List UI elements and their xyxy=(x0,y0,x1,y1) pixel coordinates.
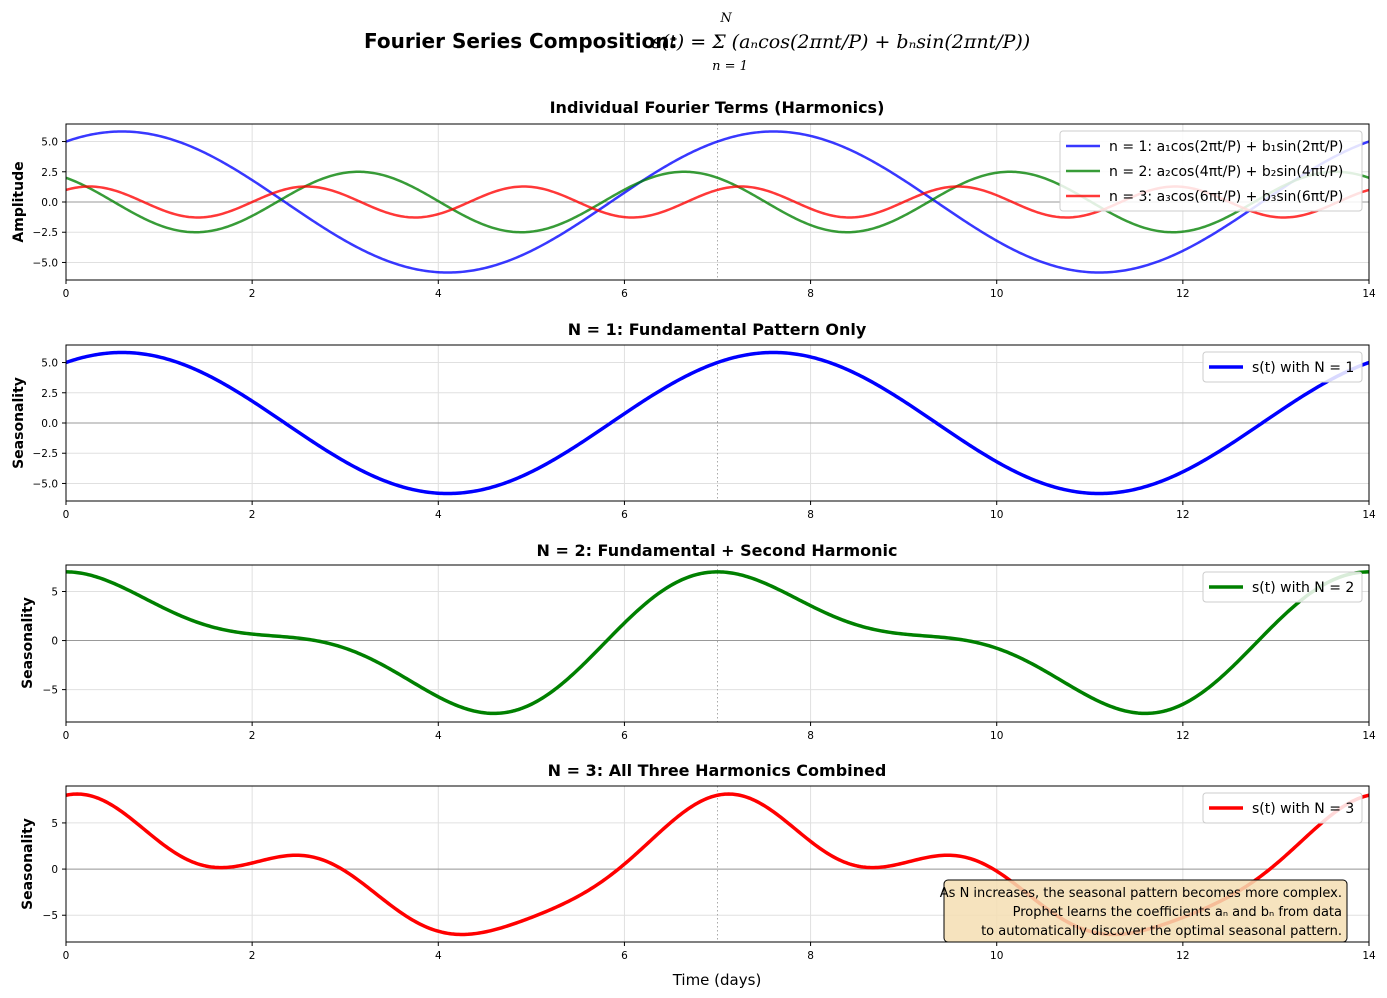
legend-box xyxy=(1059,130,1363,212)
suptitle-sum-lower: n = 1 xyxy=(712,59,748,74)
x-tick-label: 10 xyxy=(990,950,1003,962)
legend-box xyxy=(1202,792,1363,824)
y-axis-label: Seasonality xyxy=(20,597,36,689)
y-tick-label: −2.5 xyxy=(33,227,59,239)
x-tick-label: 8 xyxy=(807,288,814,300)
y-tick-label: 0 xyxy=(51,864,58,876)
series-line-1 xyxy=(66,350,1369,496)
panel-n2: N = 2: Fundamental + Second Harmonic Sea… xyxy=(20,541,1376,742)
y-tick-label: −5 xyxy=(43,685,58,697)
panel-title: Individual Fourier Terms (Harmonics) xyxy=(550,98,885,117)
x-tick-label: 8 xyxy=(807,509,814,521)
plot-area: 0 2 4 6 8 10 12 14 5.0 2.5 0.0 −2.5 −5.0 n = 1: a₁cos… xyxy=(33,123,1376,300)
panel-title: N = 1: Fundamental Pattern Only xyxy=(568,320,867,339)
y-tick-label: 0.0 xyxy=(41,418,58,430)
y-axis-label: Seasonality xyxy=(11,377,27,469)
x-tick-label: 6 xyxy=(621,288,628,300)
legend: n = 1: a₁cos(2πt/P) + b₁sin(2πt/P) n = 2:… xyxy=(1059,130,1363,212)
y-tick-label: 0.0 xyxy=(41,197,58,209)
plot-area: 0 2 4 6 8 10 12 14 5.0 2.5 0.0 −2.5 −5.0 s(t) with N … xyxy=(33,344,1376,521)
x-tick-label: 0 xyxy=(63,730,70,742)
suptitle-formula: s(t) = Σ (aₙcos(2πnt/P) + bₙsin(2πnt/P)) xyxy=(652,31,1030,53)
plot-area: 0 2 4 6 8 10 12 14 5 0 −5 s(t) with N = 3 As N incre… xyxy=(43,785,1376,962)
y-axis-label: Seasonality xyxy=(20,818,36,910)
legend-box xyxy=(1202,571,1363,603)
legend-label: n = 1: a₁cos(2πt/P) + b₁sin(2πt/P) xyxy=(1109,139,1343,155)
legend-label: n = 2: a₂cos(4πt/P) + b₂sin(4πt/P) xyxy=(1109,164,1343,180)
x-tick-label: 2 xyxy=(249,288,256,300)
x-tick-label: 4 xyxy=(435,509,442,521)
annotation-line: As N increases, the seasonal pattern bec… xyxy=(940,886,1342,901)
legend-box xyxy=(1202,351,1363,383)
y-tick-label: 2.5 xyxy=(41,388,58,400)
annotation-line: Prophet learns the coefficients aₙ and b… xyxy=(1013,905,1342,920)
legend: s(t) with N = 1 xyxy=(1202,351,1363,383)
suptitle-sum-upper: N xyxy=(719,11,732,26)
series-line-1 xyxy=(66,130,1369,274)
y-tick-label: −5.0 xyxy=(33,257,59,269)
x-tick-label: 2 xyxy=(249,730,256,742)
y-tick-label: −2.5 xyxy=(33,448,59,460)
x-tick-label: 14 xyxy=(1362,288,1376,300)
panel-individual-harmonics: Individual Fourier Terms (Harmonics) Amp… xyxy=(11,98,1376,300)
x-tick-label: 8 xyxy=(807,730,814,742)
legend-label: s(t) with N = 2 xyxy=(1252,580,1354,596)
panel-n3: N = 3: All Three Harmonics Combined Seas… xyxy=(20,761,1376,989)
x-tick-label: 14 xyxy=(1362,950,1376,962)
panel-title: N = 3: All Three Harmonics Combined xyxy=(548,761,887,780)
x-tick-label: 12 xyxy=(1176,509,1189,521)
x-tick-label: 6 xyxy=(621,509,628,521)
y-tick-label: 5.0 xyxy=(41,137,58,149)
y-tick-label: 5 xyxy=(51,818,58,830)
x-tick-label: 14 xyxy=(1362,730,1376,742)
x-tick-label: 8 xyxy=(807,950,814,962)
x-tick-label: 0 xyxy=(63,950,70,962)
x-tick-label: 14 xyxy=(1362,509,1376,521)
x-tick-label: 12 xyxy=(1176,288,1189,300)
y-tick-label: −5.0 xyxy=(33,478,59,490)
x-tick-label: 10 xyxy=(990,730,1003,742)
x-tick-label: 4 xyxy=(435,288,442,300)
series-line-1 xyxy=(66,570,1369,716)
x-tick-label: 6 xyxy=(621,730,628,742)
figure-suptitle: Fourier Series Composition: s(t) = Σ (aₙ… xyxy=(364,11,1030,74)
x-tick-label: 0 xyxy=(63,509,70,521)
annotation-background xyxy=(943,879,1348,943)
suptitle-text: Fourier Series Composition: xyxy=(364,29,678,53)
y-tick-label: 0 xyxy=(51,636,58,648)
legend-label: s(t) with N = 1 xyxy=(1252,360,1354,376)
annotation-line: to automatically discover the optimal se… xyxy=(981,924,1342,939)
legend: s(t) with N = 2 xyxy=(1202,571,1363,603)
y-axis-label: Amplitude xyxy=(11,161,27,242)
x-tick-label: 12 xyxy=(1176,730,1189,742)
axes-frame xyxy=(65,564,1370,723)
y-tick-label: 2.5 xyxy=(41,167,58,179)
y-tick-label: −5 xyxy=(43,910,58,922)
y-tick-label: 5.0 xyxy=(41,358,58,370)
panel-n1: N = 1: Fundamental Pattern Only Seasonal… xyxy=(11,320,1376,521)
series-line-2 xyxy=(66,170,1369,234)
panel-title: N = 2: Fundamental + Second Harmonic xyxy=(537,541,898,560)
x-tick-label: 10 xyxy=(990,288,1003,300)
y-tick-label: 5 xyxy=(51,586,58,598)
x-tick-label: 6 xyxy=(621,950,628,962)
x-tick-label: 2 xyxy=(249,950,256,962)
x-tick-label: 4 xyxy=(435,730,442,742)
legend-label: s(t) with N = 3 xyxy=(1252,801,1354,817)
x-tick-label: 2 xyxy=(249,509,256,521)
annotation-box: As N increases, the seasonal pattern bec… xyxy=(940,879,1348,943)
x-tick-label: 12 xyxy=(1176,950,1189,962)
legend: s(t) with N = 3 xyxy=(1202,792,1363,824)
x-axis-label: Time (days) xyxy=(672,971,762,989)
x-tick-label: 10 xyxy=(990,509,1003,521)
plot-area: 0 2 4 6 8 10 12 14 5 0 −5 s(t) with N = 2 xyxy=(43,564,1376,742)
axes-frame xyxy=(65,785,1370,943)
legend-label: n = 3: a₃cos(6πt/P) + b₃sin(6πt/P) xyxy=(1109,189,1343,205)
x-tick-label: 0 xyxy=(63,288,70,300)
x-tick-label: 4 xyxy=(435,950,442,962)
